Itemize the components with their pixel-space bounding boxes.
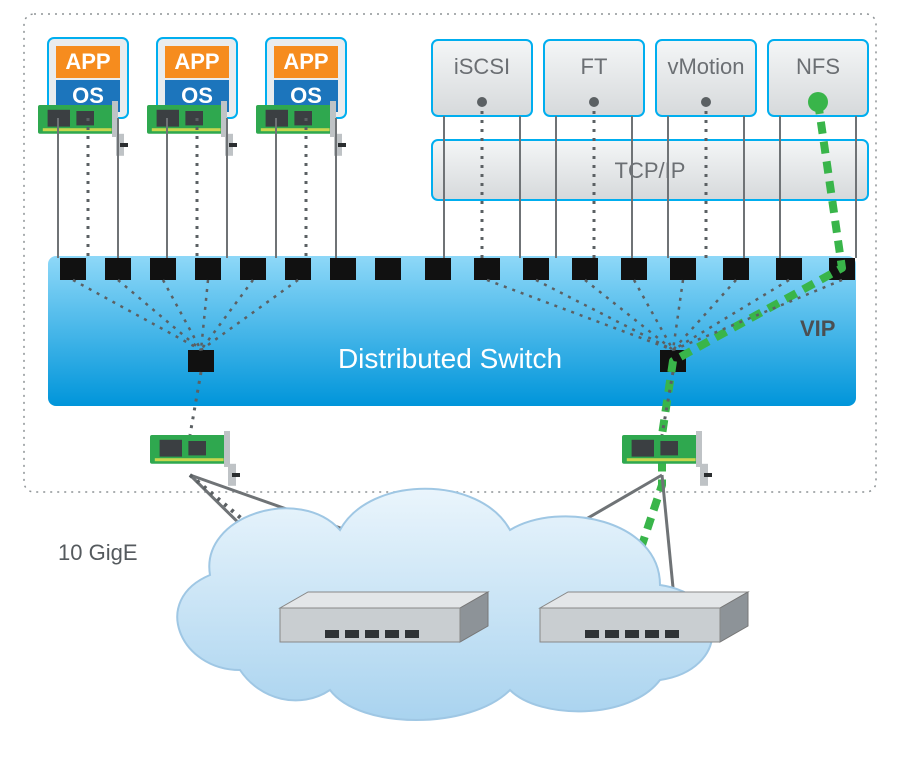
app-band-label: APP (174, 49, 219, 74)
os-band-label: OS (72, 83, 104, 108)
tcpip-label: TCP/IP (615, 158, 686, 183)
switch-port-11 (572, 258, 598, 280)
switch-port-0 (60, 258, 86, 280)
vm-nic-2 (256, 101, 346, 156)
os-band-label: OS (181, 83, 213, 108)
switch-port-14 (723, 258, 749, 280)
switch-port-4 (240, 258, 266, 280)
agg-port-left (188, 350, 214, 372)
switch-port-3 (195, 258, 221, 280)
switch-port-5 (285, 258, 311, 280)
app-band-label: APP (65, 49, 110, 74)
physical-switch-0 (280, 592, 488, 642)
service-label: iSCSI (454, 54, 510, 79)
switch-port-10 (523, 258, 549, 280)
distributed-switch-label: Distributed Switch (338, 343, 562, 374)
switch-port-6 (330, 258, 356, 280)
vm-nic-0 (38, 101, 128, 156)
switch-port-9 (474, 258, 500, 280)
vm-nic-1 (147, 101, 237, 156)
physical-switch-1 (540, 592, 748, 642)
app-band-label: APP (283, 49, 328, 74)
os-band-label: OS (290, 83, 322, 108)
service-label: FT (581, 54, 608, 79)
switch-port-12 (621, 258, 647, 280)
switch-port-2 (150, 258, 176, 280)
service-label: NFS (796, 54, 840, 79)
switch-port-1 (105, 258, 131, 280)
switch-port-7 (375, 258, 401, 280)
service-label: vMotion (667, 54, 744, 79)
switch-port-15 (776, 258, 802, 280)
ten-gige-label: 10 GigE (58, 540, 138, 565)
switch-port-13 (670, 258, 696, 280)
uplink-nic-1 (622, 431, 712, 486)
vip-label: VIP (800, 316, 835, 341)
switch-port-8 (425, 258, 451, 280)
